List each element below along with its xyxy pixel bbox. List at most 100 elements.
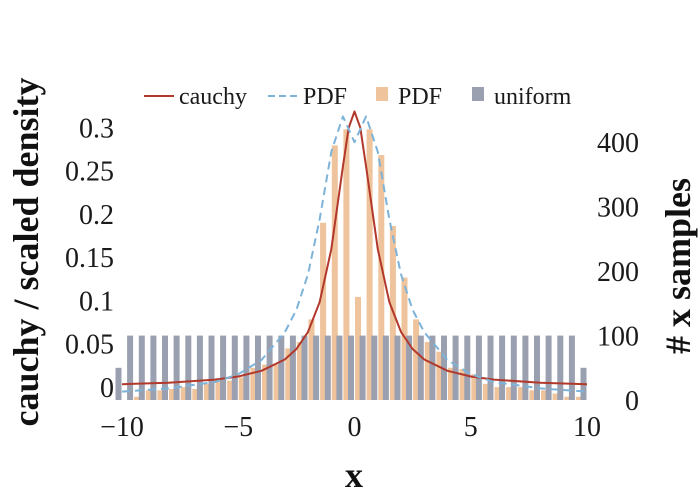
uniform-bar-14 [278,335,285,400]
uniform-bar-26 [417,335,424,400]
y-left-tick-labels: 0 0.05 0.1 0.15 0.2 0.25 0.3 [65,113,114,404]
PDF-bar-13 [285,348,292,400]
PDF-bar-21 [378,155,385,400]
uniform-bar-24 [394,335,401,400]
uniform-bar-12 [255,335,261,400]
PDF-bar-1 [145,390,152,400]
PDF-bar-17 [331,145,338,400]
uniform-bar-6 [185,335,192,400]
uniform-bar-19 [336,335,343,400]
uniform-bar-2 [138,335,145,400]
PDF-bar-27 [448,367,454,400]
PDF-bar-15 [308,319,315,400]
uniform-bar-10 [231,335,238,400]
uniform-bar-32 [487,335,494,400]
legend-label-2: PDF [398,84,442,110]
PDF-bar-37 [564,396,571,400]
y-left-tick-label: 0.25 [65,157,114,188]
uniform-bar-35 [522,335,529,400]
PDF-line-1 [121,115,588,393]
PDF-bar-19 [355,296,361,400]
y-right-tick-label: 300 [597,193,639,224]
y-left-tick-label: 0.1 [79,286,114,317]
PDF-bar-35 [541,390,547,400]
y-right-tick-label: 400 [597,128,639,159]
uniform-bar-8 [208,335,215,400]
y-right-tick-label: 0 [625,386,639,417]
y-left-axis-title: cauchy / scaled density [6,77,46,426]
PDF-bar-29 [471,374,478,400]
legend-label-0: cauchy [179,84,247,110]
PDF-bar-0 [134,396,141,400]
PDF-bar-18 [343,129,350,401]
uniform-bar-31 [475,335,482,400]
uniform-bar-18 [324,335,331,400]
PDF-bar-3 [169,389,175,400]
uniform-bar-11 [243,335,250,400]
cauchy-line-0 [121,110,588,386]
uniform-bar-1 [127,335,134,400]
PDF-bar-26 [436,351,443,400]
uniform-bar-38 [557,335,564,400]
PDF-bar-6 [203,383,210,400]
PDF-bar-31 [494,387,501,400]
PDF-bar-4 [180,387,187,400]
uniform-bar-34 [510,335,517,400]
uniform-bar-30 [464,335,471,400]
y-left-tick-label: 0.05 [65,330,114,361]
PDF-bar-30 [482,383,489,400]
uniform-bar-20 [348,335,354,400]
y-right-tick-labels: 0 100 200 300 400 [597,128,639,417]
uniform-bar-25 [406,335,413,400]
PDF-bar-14 [296,342,303,400]
uniform-bar-29 [452,335,459,400]
uniform-bar-37 [545,335,552,400]
legend-swatch-3 [472,87,484,101]
x-axis-title: x [345,455,363,495]
PDF-bar-8 [227,380,234,400]
PDF-bar-36 [552,393,559,400]
uniform-bar-17 [313,335,320,400]
uniform-bar-16 [301,335,308,400]
PDF-bar-25 [424,342,431,400]
PDF-bar-12 [273,364,280,400]
uniform-bar-3 [150,335,157,400]
y-left-tick-label: 0.2 [79,200,114,231]
PDF-bar-7 [215,380,222,400]
uniform-bar-15 [289,335,296,400]
y-right-tick-label: 200 [597,257,639,288]
legend-label-1: PDF [303,84,347,110]
y-left-tick-label: 0.15 [65,243,114,274]
uniform-bar-33 [499,335,506,400]
uniform-bar-5 [173,335,180,400]
PDF-bar-5 [192,389,199,400]
uniform-bar-9 [220,335,227,400]
y-right-axis-title: # x samples [658,178,698,354]
uniform-bar-23 [382,335,389,400]
PDF-bar-38 [575,396,582,400]
PDF-bar-33 [517,387,524,400]
uniform-bar-28 [441,335,447,400]
uniform-bar-27 [429,335,436,400]
x-tick-label: 0 [348,412,362,443]
PDF-bar-28 [459,369,466,400]
uniform-bar-39 [568,335,575,400]
x-tick-label: 10 [573,412,601,443]
legend-label-3: uniform [494,84,572,110]
PDF-bar-10 [250,367,257,400]
x-tick-label: 5 [464,412,478,443]
PDF-bar-11 [262,364,268,400]
PDF-bar-32 [506,387,513,400]
PDF-bar-24 [413,319,420,400]
PDF-bar-34 [529,390,536,400]
PDF-bar-20 [366,129,373,401]
uniform-bar-21 [359,335,366,400]
uniform-bar-36 [534,335,540,400]
uniform-bar-22 [371,335,378,400]
y-left-tick-label: 0 [100,373,114,404]
x-tick-label: −10 [100,412,144,443]
uniform-bar-4 [162,335,168,400]
y-right-tick-label: 100 [597,322,639,353]
uniform-bar-0 [115,367,122,400]
